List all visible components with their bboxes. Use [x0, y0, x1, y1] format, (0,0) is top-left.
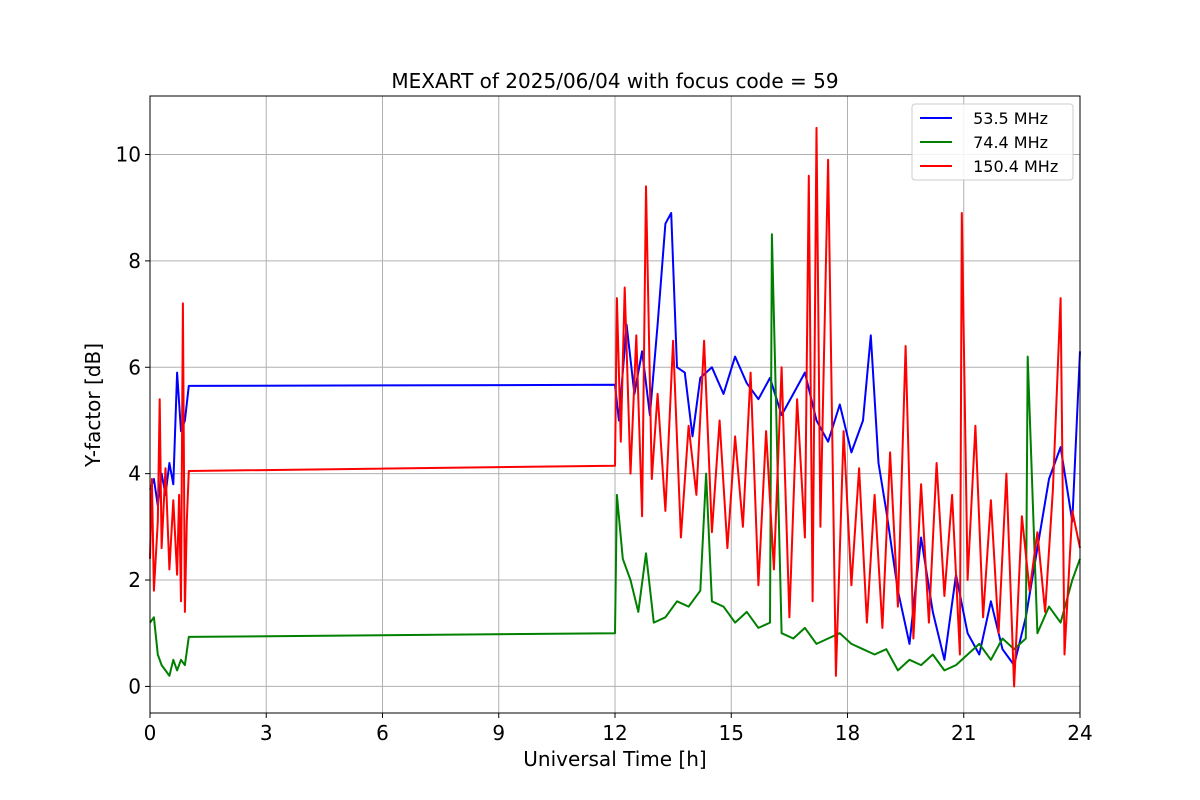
- x-tick-label: 15: [719, 721, 744, 745]
- y-tick-label: 10: [116, 143, 141, 167]
- x-axis-title: Universal Time [h]: [523, 747, 706, 771]
- chart-title: MEXART of 2025/06/04 with focus code = 5…: [391, 69, 838, 93]
- legend-label: 150.4 MHz: [968, 157, 1058, 176]
- y-axis-title: Y-factor [dB]: [81, 343, 105, 468]
- series-line-1: [149, 233, 1081, 677]
- y-tick-label: 6: [128, 355, 141, 379]
- series-line-0: [149, 212, 1081, 667]
- x-tick-label: 12: [602, 721, 627, 745]
- x-tick-label: 9: [492, 721, 505, 745]
- x-tick-label: 24: [1067, 721, 1092, 745]
- x-tick-label: 6: [376, 721, 389, 745]
- legend-box: [911, 103, 1074, 181]
- x-tick-label: 0: [144, 721, 157, 745]
- y-tick-label: 0: [128, 674, 141, 698]
- series-layer: [149, 126, 1081, 688]
- x-tick-label: 21: [951, 721, 976, 745]
- series-line-2: [149, 126, 1081, 688]
- legend-label: 53.5 MHz: [968, 109, 1048, 128]
- y-tick-label: 8: [128, 249, 141, 273]
- x-tick-label: 18: [835, 721, 860, 745]
- y-tick-label: 4: [128, 462, 141, 486]
- legend: 53.5 MHz 74.4 MHz 150.4 MHz: [911, 103, 1074, 181]
- y-tick-label: 2: [128, 568, 141, 592]
- legend-label: 74.4 MHz: [968, 133, 1048, 152]
- x-tick-label: 3: [260, 721, 273, 745]
